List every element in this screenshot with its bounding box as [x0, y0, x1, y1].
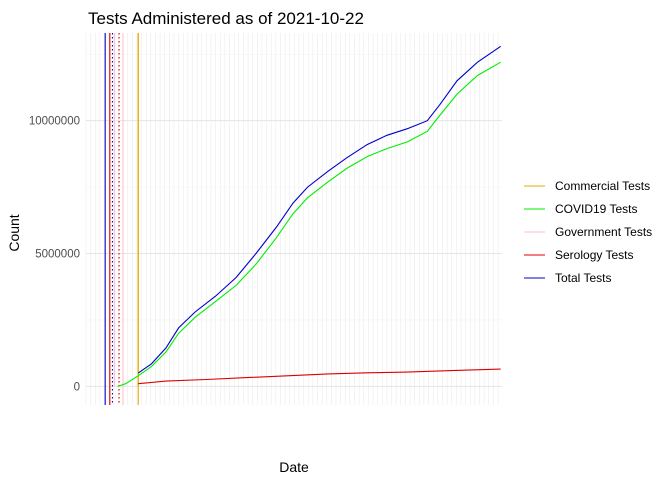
legend-label: COVID19 Tests [555, 202, 637, 216]
legend: Commercial Tests COVID19 Tests Government … [524, 179, 652, 285]
chart-title: Tests Administered as of 2021-10-22 [88, 9, 364, 28]
series-line-covid19-tests [117, 61, 501, 387]
legend-label: Government Tests [555, 225, 652, 239]
y-tick-label: 0 [74, 381, 80, 393]
y-tick-label: 5000000 [35, 249, 80, 261]
y-axis-ticks: 0 5000000 10000000 [29, 116, 80, 394]
plot-panel [85, 33, 502, 405]
series-line-serology-tests [138, 368, 501, 385]
y-axis-title: Count [6, 214, 22, 251]
y-tick-label: 10000000 [29, 116, 80, 128]
series-line-total-tests [137, 45, 502, 374]
legend-label: Commercial Tests [555, 179, 650, 193]
x-axis-title: Date [279, 459, 309, 475]
legend-label: Serology Tests [555, 248, 634, 262]
legend-label: Total Tests [555, 271, 611, 285]
